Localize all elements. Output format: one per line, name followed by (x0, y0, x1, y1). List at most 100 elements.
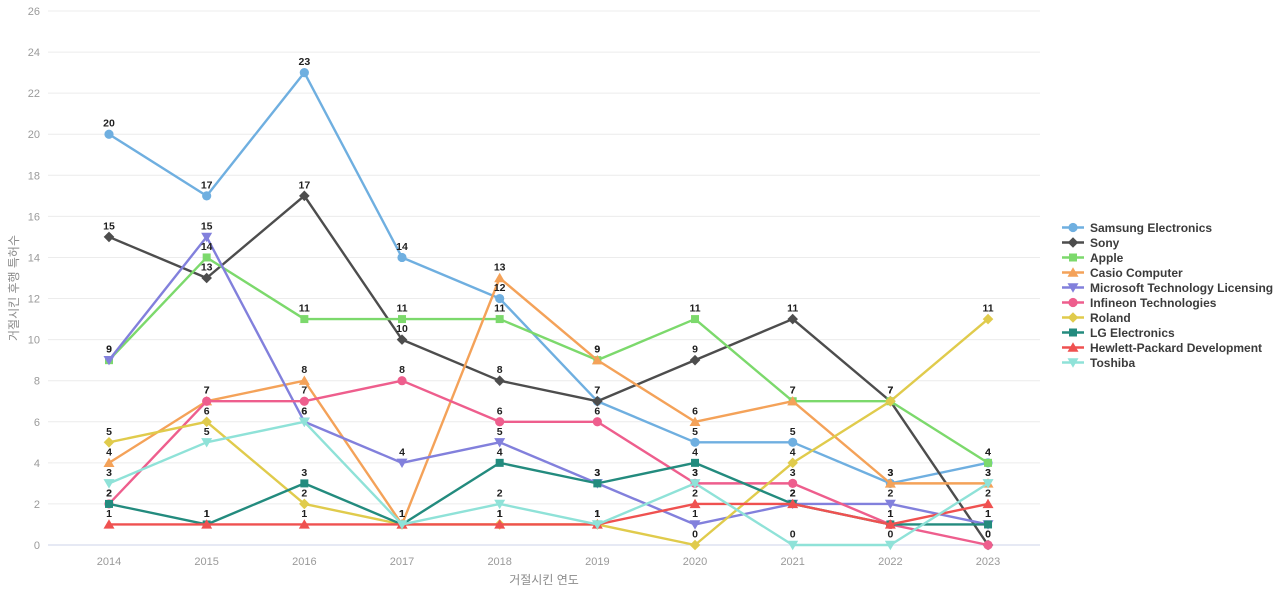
y-tick-label: 26 (28, 6, 40, 18)
diamond-marker-icon (787, 313, 798, 325)
square-marker-icon (495, 315, 504, 324)
point-value-label: 9 (692, 344, 698, 356)
point-value-label: 11 (787, 303, 798, 315)
triangle-down-marker-icon (884, 499, 896, 510)
point-value-label: 1 (399, 508, 405, 520)
series-8 (103, 498, 994, 529)
point-value-label: 3 (692, 467, 698, 479)
triangle-up-marker-icon (201, 519, 213, 529)
x-tick-label: 2022 (878, 556, 902, 568)
y-axis-title: 거절시킨 후행 특허수 (6, 235, 21, 341)
gridlines (48, 10, 1040, 546)
circle-marker-icon (788, 437, 798, 447)
diamond-marker-icon (494, 375, 505, 386)
point-value-label: 9 (106, 344, 112, 356)
legend-item-label: Microsoft Technology Licensing (1090, 281, 1273, 295)
point-value-label: 17 (201, 179, 213, 191)
point-value-label: 1 (985, 508, 991, 520)
point-value-label: 4 (106, 446, 112, 458)
y-tick-label: 24 (28, 47, 40, 59)
series-lines (103, 68, 994, 551)
x-tick-label: 2019 (585, 556, 609, 568)
triangle-down-marker-icon (494, 499, 506, 510)
x-tick-label: 2017 (390, 556, 414, 568)
triangle-down-marker-icon (689, 479, 701, 489)
circle-marker-icon (397, 376, 407, 386)
legend-item-7[interactable]: LG Electronics (1062, 326, 1175, 340)
legend-item-4[interactable]: Microsoft Technology Licensing (1062, 281, 1273, 295)
circle-marker-icon (592, 417, 602, 427)
point-value-label: 0 (790, 529, 796, 541)
circle-marker-icon (299, 396, 309, 406)
y-tick-label: 2 (34, 499, 40, 511)
circle-marker-icon (202, 191, 212, 201)
legend-item-label: LG Electronics (1090, 326, 1175, 340)
square-marker-icon (202, 253, 211, 262)
point-value-label: 10 (396, 323, 408, 335)
triangle-up-marker-icon (1067, 267, 1079, 277)
point-value-label: 0 (887, 529, 893, 541)
point-value-label: 1 (301, 508, 307, 520)
x-tick-label: 2021 (780, 556, 804, 568)
triangle-down-marker-icon (1067, 283, 1079, 293)
triangle-down-marker-icon (396, 458, 408, 469)
legend-item-3[interactable]: Casio Computer (1062, 266, 1183, 280)
diamond-marker-icon (103, 231, 115, 243)
legend-item-9[interactable]: Toshiba (1062, 356, 1135, 370)
x-axis-ticks: 2014 2015 2016 2017 2018 2019 2020 2021 2022 2023 (97, 556, 1001, 568)
legend-item-6[interactable]: Roland (1062, 311, 1131, 325)
square-marker-icon (1069, 253, 1077, 262)
legend-item-1[interactable]: Sony (1062, 236, 1120, 250)
triangle-down-marker-icon (494, 438, 506, 448)
series-line (107, 420, 990, 547)
y-tick-label: 8 (34, 376, 40, 388)
triangle-up-marker-icon (103, 457, 115, 468)
point-value-label: 20 (103, 118, 115, 130)
series-9 (103, 417, 994, 551)
point-value-label: 6 (497, 405, 503, 417)
triangle-up-marker-icon (884, 519, 896, 529)
point-value-label: 7 (594, 385, 600, 397)
legend-item-0[interactable]: Samsung Electronics (1062, 221, 1212, 235)
legend-item-label: Hewlett-Packard Development (1090, 341, 1262, 355)
diamond-marker-icon (103, 437, 115, 448)
point-value-label: 9 (594, 344, 600, 356)
point-value-label: 6 (204, 405, 210, 417)
point-value-label: 17 (298, 179, 310, 191)
point-value-label: 7 (887, 385, 893, 397)
y-tick-label: 16 (28, 211, 40, 223)
circle-marker-icon (1068, 297, 1078, 308)
circle-marker-icon (690, 437, 700, 447)
point-value-label: 1 (594, 508, 600, 520)
point-value-label: 23 (298, 56, 310, 68)
point-value-label: 14 (201, 241, 213, 253)
triangle-up-marker-icon (982, 498, 994, 509)
y-tick-label: 10 (28, 335, 40, 347)
circle-marker-icon (104, 129, 114, 139)
point-value-label: 1 (399, 508, 405, 520)
series-line (107, 379, 990, 547)
legend-item-5[interactable]: Infineon Technologies (1062, 296, 1217, 310)
triangle-down-marker-icon (787, 540, 799, 551)
triangle-up-marker-icon (494, 519, 506, 529)
point-value-label: 1 (399, 508, 405, 520)
triangle-up-marker-icon (689, 416, 701, 426)
diamond-marker-icon (885, 395, 896, 407)
point-value-label: 0 (985, 529, 991, 541)
point-value-label: 2 (497, 487, 503, 499)
circle-marker-icon (983, 540, 993, 550)
circle-marker-icon (397, 252, 407, 263)
diamond-marker-icon (201, 416, 212, 428)
point-value-label: 4 (985, 446, 991, 458)
x-tick-label: 2016 (292, 556, 316, 568)
legend-item-8[interactable]: Hewlett-Packard Development (1062, 341, 1262, 355)
point-value-label: 2 (106, 487, 112, 499)
legend-item-2[interactable]: Apple (1062, 251, 1124, 265)
series-1 (103, 190, 994, 551)
square-marker-icon (398, 315, 407, 324)
point-value-label: 13 (201, 262, 213, 274)
point-value-label: 5 (106, 426, 112, 438)
diamond-marker-icon (396, 334, 408, 345)
